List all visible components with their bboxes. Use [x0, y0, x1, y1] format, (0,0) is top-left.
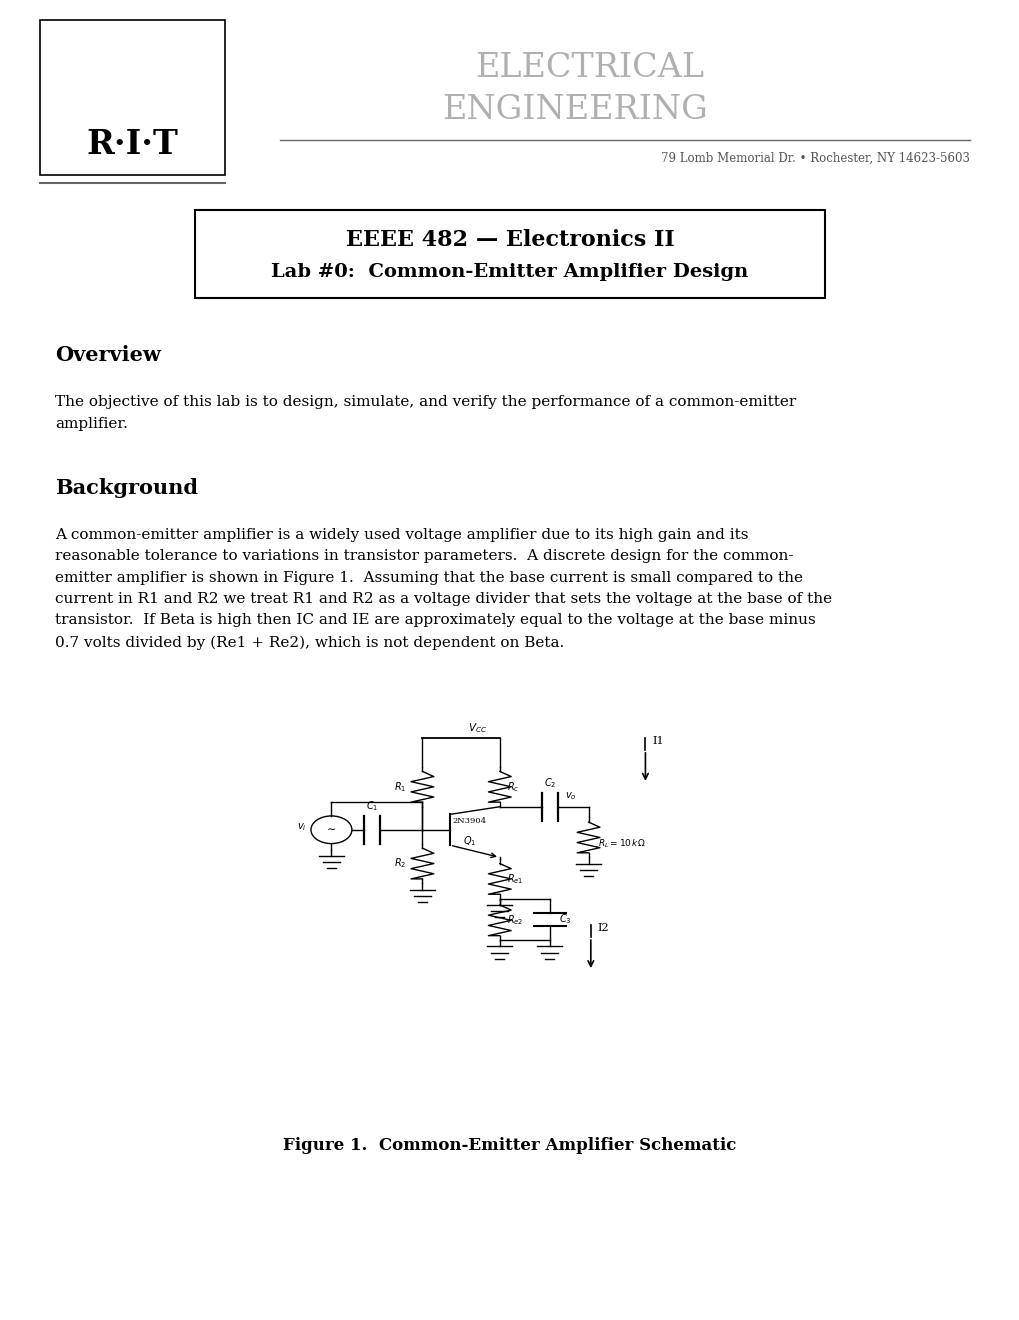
Text: ELECTRICAL: ELECTRICAL — [475, 51, 704, 84]
Bar — [195, 210, 824, 298]
Text: Background: Background — [55, 478, 198, 498]
Text: I2: I2 — [597, 923, 608, 933]
Text: $v_o$: $v_o$ — [565, 791, 576, 803]
Text: $R_L = 10\,k\Omega$: $R_L = 10\,k\Omega$ — [597, 837, 645, 850]
Text: Figure 1.  Common-Emitter Amplifier Schematic: Figure 1. Common-Emitter Amplifier Schem… — [283, 1137, 736, 1154]
Text: EEEE 482 — Electronics II: EEEE 482 — Electronics II — [345, 228, 674, 251]
Text: Overview: Overview — [55, 345, 161, 366]
Text: The objective of this lab is to design, simulate, and verify the performance of : The objective of this lab is to design, … — [55, 395, 796, 430]
Text: 2N3904: 2N3904 — [451, 817, 486, 825]
Text: 79 Lomb Memorial Dr. • Rochester, NY 14623-5603: 79 Lomb Memorial Dr. • Rochester, NY 146… — [660, 152, 969, 165]
Text: $C_2$: $C_2$ — [543, 776, 555, 789]
Text: A common-emitter amplifier is a widely used voltage amplifier due to its high ga: A common-emitter amplifier is a widely u… — [55, 528, 832, 649]
Bar — [40, 20, 225, 176]
Text: $R_{e1}$: $R_{e1}$ — [506, 873, 523, 886]
Text: $v_i$: $v_i$ — [297, 821, 306, 833]
Text: $C_1$: $C_1$ — [366, 799, 378, 813]
Text: I1: I1 — [651, 735, 663, 746]
Text: $R_2$: $R_2$ — [393, 857, 407, 870]
Text: R·I·T: R·I·T — [87, 128, 178, 161]
Text: $Q_1$: $Q_1$ — [463, 834, 476, 849]
Text: $V_{CC}$: $V_{CC}$ — [468, 721, 487, 735]
Text: $R_c$: $R_c$ — [506, 780, 519, 793]
Text: $R_1$: $R_1$ — [393, 780, 407, 793]
Text: $R_{e2}$: $R_{e2}$ — [506, 913, 523, 927]
Text: $C_3$: $C_3$ — [558, 912, 571, 927]
Text: ENGINEERING: ENGINEERING — [441, 94, 707, 125]
Text: Lab #0:  Common-Emitter Amplifier Design: Lab #0: Common-Emitter Amplifier Design — [271, 263, 748, 281]
Text: ∼: ∼ — [326, 825, 336, 834]
